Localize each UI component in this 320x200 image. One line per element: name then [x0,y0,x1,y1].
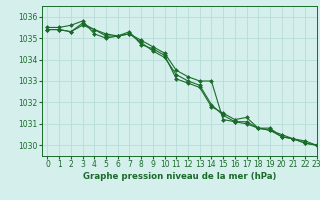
X-axis label: Graphe pression niveau de la mer (hPa): Graphe pression niveau de la mer (hPa) [83,172,276,181]
